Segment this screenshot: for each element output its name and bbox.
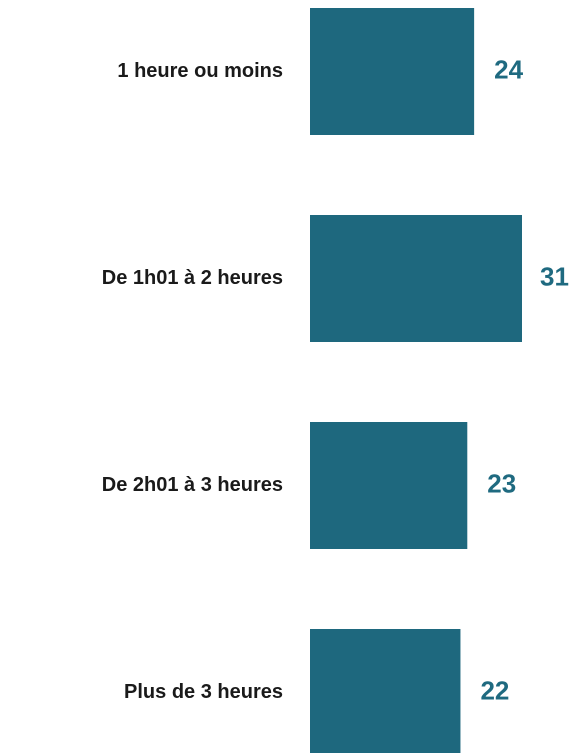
- category-label: 1 heure ou moins: [117, 60, 283, 82]
- value-label: 22: [480, 675, 509, 705]
- category-label: De 1h01 à 2 heures: [102, 267, 283, 289]
- value-label: 24: [494, 54, 523, 84]
- value-label: 23: [487, 468, 516, 498]
- category-label: Plus de 3 heures: [124, 681, 283, 703]
- bar: [310, 215, 522, 342]
- category-label: De 2h01 à 3 heures: [102, 474, 283, 496]
- value-label: 31: [540, 261, 569, 291]
- bar: [310, 629, 461, 753]
- bar: [310, 8, 475, 135]
- bar: [310, 422, 468, 549]
